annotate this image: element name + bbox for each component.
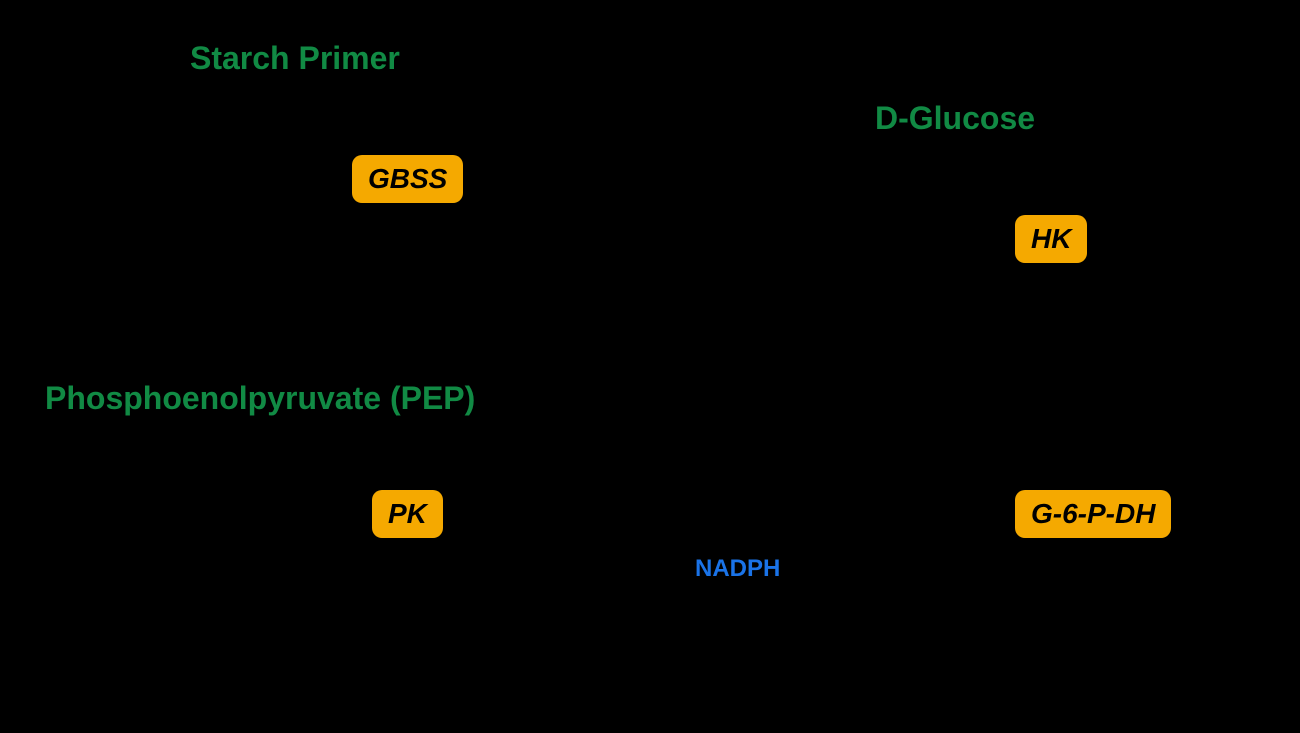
enzyme-hk: HK [1015, 215, 1087, 263]
label-adp-2: ADP [105, 455, 156, 483]
compound-starch-primer: Starch Primer [190, 40, 400, 77]
enzyme-g6pdh: G-6-P-DH [1015, 490, 1171, 538]
enzyme-pk: PK [372, 490, 443, 538]
compound-d-glucose: D-Glucose [875, 100, 1035, 137]
label-adp-1: ADP [105, 225, 156, 253]
compound-pyruvate: Pyruvate [225, 630, 360, 667]
label-atp-1: ATP [110, 565, 156, 593]
label-nadph: NADPH [695, 555, 780, 583]
compound-pep: Phosphoenolpyruvate (PEP) [45, 380, 475, 417]
label-nadp: NADP+ [715, 450, 795, 483]
compound-amylose: Amylose [230, 290, 363, 327]
label-adp-glucose: ADP-Glucose [5, 115, 158, 143]
reaction-arrows [0, 0, 1300, 733]
label-atp-2: ATP [765, 175, 811, 203]
label-adp-3: ADP [760, 290, 811, 318]
enzyme-gbss: GBSS [352, 155, 463, 203]
compound-6p-gluconate: 6-P-Gluconate [840, 630, 1057, 667]
compound-g6p: G-6-P [915, 365, 1000, 402]
